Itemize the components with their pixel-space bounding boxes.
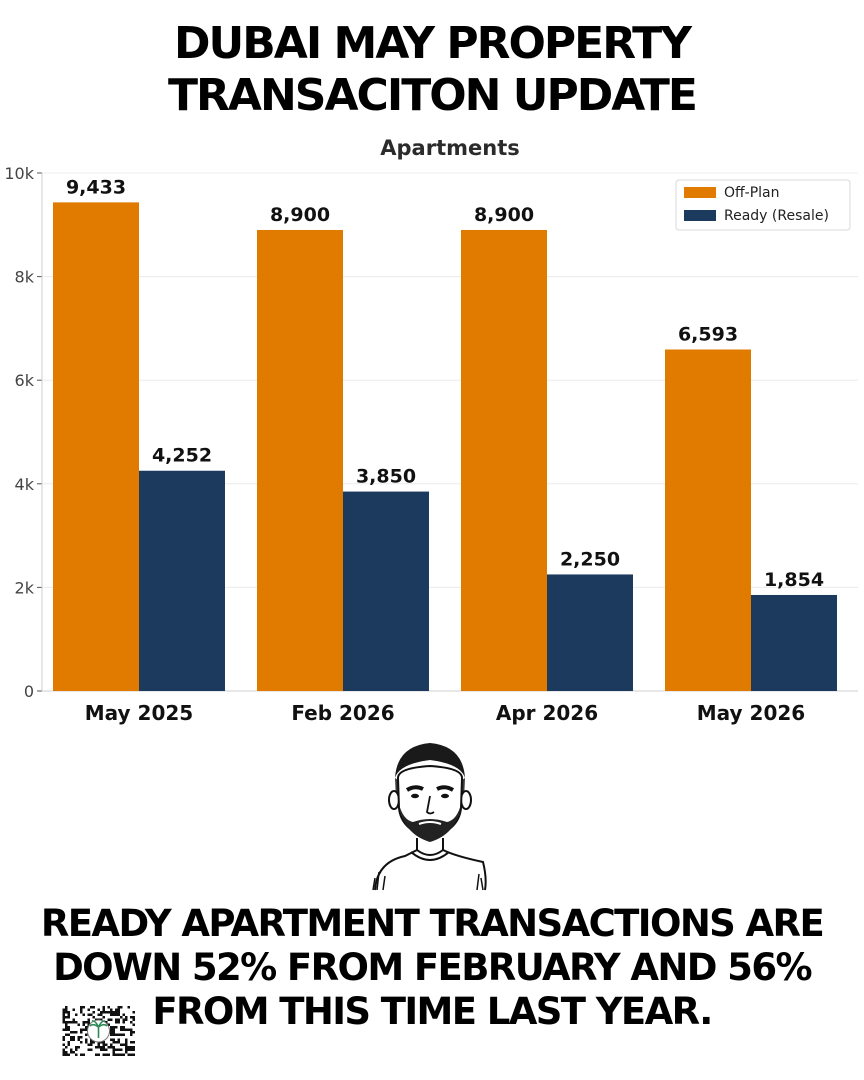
bar-off-plan-1 xyxy=(257,229,343,691)
data-label: 3,850 xyxy=(356,466,416,488)
bar-off-plan-2 xyxy=(461,229,547,691)
x-tick-label: May 2026 xyxy=(697,701,805,725)
legend-label-off-plan: Off-Plan xyxy=(724,185,780,201)
bar-ready-resale-1 xyxy=(343,491,429,691)
bar-off-plan-0 xyxy=(53,202,139,691)
x-tick-label: Apr 2026 xyxy=(496,701,598,725)
data-label: 8,900 xyxy=(474,204,534,226)
caption-line-2: DOWN 52% FROM FEBRUARY AND 56% xyxy=(53,946,812,989)
x-tick-label: May 2025 xyxy=(85,701,193,725)
data-label: 9,433 xyxy=(66,176,126,198)
x-tick-label: Feb 2026 xyxy=(291,701,394,725)
data-label: 2,250 xyxy=(560,548,620,570)
caption-line-1: READY APARTMENT TRANSACTIONS ARE xyxy=(40,902,825,945)
page-title-line-2: TRANSACITON UPDATE xyxy=(168,70,698,121)
bar-chart: Apartments 0 2k 4k 6k 8k 10k May 2025 Feb 2026 A… xyxy=(4,136,858,725)
legend-swatch-off-plan xyxy=(684,187,716,198)
y-tick-label: 2k xyxy=(15,578,35,597)
y-tick-label: 4k xyxy=(15,475,35,494)
bar-ready-resale-0 xyxy=(139,470,225,691)
legend: Off-Plan Ready (Resale) xyxy=(675,179,851,231)
data-label: 4,252 xyxy=(152,445,212,467)
data-label: 8,900 xyxy=(270,204,330,226)
data-labels: 9,433 4,252 8,900 3,850 8,900 2,250 6,593 1,854 xyxy=(66,176,824,591)
y-tick-label: 0 xyxy=(24,682,34,701)
y-tick-label: 10k xyxy=(4,164,34,183)
bars xyxy=(53,202,837,691)
qr-code xyxy=(62,1005,135,1057)
data-label: 6,593 xyxy=(678,323,738,345)
legend-label-ready-resale: Ready (Resale) xyxy=(724,208,829,224)
chart-title: Apartments xyxy=(380,136,519,160)
caption-line-3: FROM THIS TIME LAST YEAR. xyxy=(152,990,713,1033)
caption: READY APARTMENT TRANSACTIONS ARE DOWN 52… xyxy=(0,902,864,1034)
data-label: 1,854 xyxy=(764,569,824,591)
y-tick-label: 6k xyxy=(15,371,35,390)
y-tick-label: 8k xyxy=(15,268,35,287)
bar-ready-resale-2 xyxy=(547,574,633,691)
legend-swatch-ready-resale xyxy=(684,210,716,221)
bar-ready-resale-3 xyxy=(751,594,837,691)
page-title: DUBAI MAY PROPERTY TRANSACITON UPDATE xyxy=(0,18,864,122)
bar-off-plan-3 xyxy=(665,349,751,691)
legend-box xyxy=(675,179,851,231)
avatar xyxy=(372,743,487,891)
page-title-line-1: DUBAI MAY PROPERTY xyxy=(174,18,692,69)
